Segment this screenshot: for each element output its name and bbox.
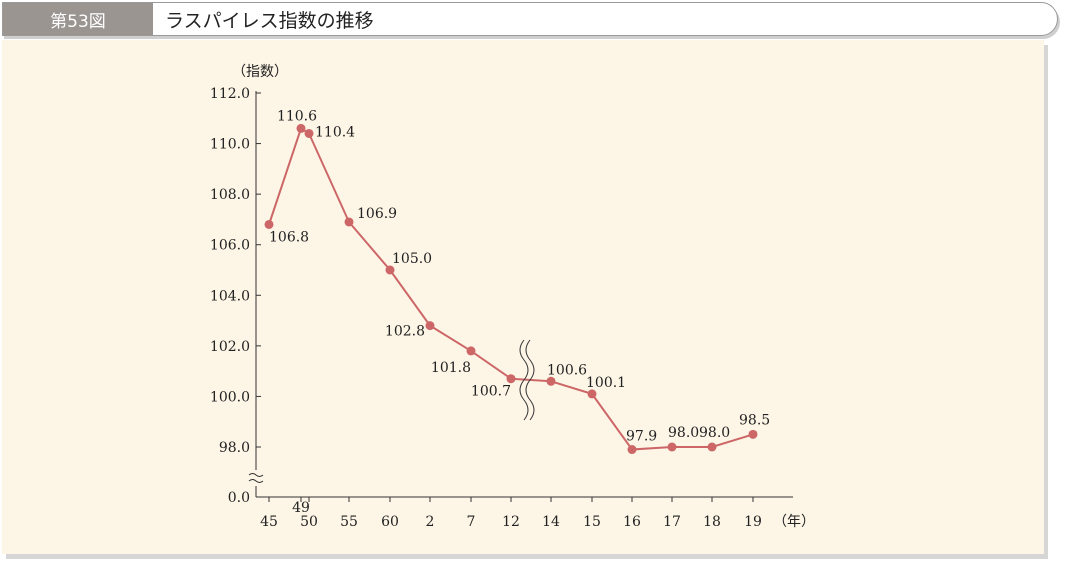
y-tick-label: 108.0 — [210, 187, 250, 203]
data-point — [587, 389, 597, 399]
chart-panel — [2, 40, 1044, 554]
figure-title: ラスパイレス指数の推移 — [165, 9, 374, 32]
y-tick-label: 0.0 — [228, 490, 250, 506]
x-tick-label: 45 — [260, 514, 278, 530]
data-label: 98.0 — [668, 425, 699, 441]
data-label: 98.5 — [739, 412, 770, 428]
data-point — [296, 123, 306, 133]
y-tick-label: 98.0 — [219, 440, 250, 456]
data-point — [425, 321, 435, 331]
data-label: 100.6 — [547, 362, 587, 378]
x-tick-label: 18 — [703, 514, 721, 530]
series-break-connector — [510, 377, 552, 383]
x-tick-label: 14 — [542, 514, 560, 530]
x-tick-label: 2 — [426, 514, 435, 530]
y-tick-label: 100.0 — [210, 389, 250, 405]
x-break-mark-right — [525, 339, 535, 421]
data-label: 110.6 — [277, 108, 317, 124]
x-tick-label: 55 — [340, 514, 358, 530]
y-axis-break-mark — [248, 473, 264, 483]
y-axis-title: （指数） — [232, 64, 288, 80]
x-tick-label-extra: 49 — [292, 500, 310, 516]
data-label: 97.9 — [626, 429, 657, 445]
data-point — [264, 219, 274, 229]
data-point — [707, 442, 717, 452]
x-tick-label: 60 — [381, 514, 399, 530]
data-label: 106.8 — [269, 229, 309, 245]
y-tick-label: 110.0 — [210, 137, 250, 153]
y-tick-label: 102.0 — [210, 339, 250, 355]
x-axis-unit: （年） — [773, 514, 815, 530]
data-label: 110.4 — [315, 124, 355, 140]
data-label: 100.1 — [586, 375, 626, 391]
data-point — [385, 265, 395, 275]
data-label: 101.8 — [431, 360, 471, 376]
data-point — [546, 376, 556, 386]
data-label: 105.0 — [392, 251, 432, 267]
data-point — [748, 429, 758, 439]
x-tick-label: 12 — [502, 514, 520, 530]
x-tick-label: 50 — [300, 514, 318, 530]
y-tick-label: 104.0 — [210, 288, 250, 304]
x-break-mark-left — [519, 339, 529, 421]
data-point — [466, 346, 476, 356]
data-point — [344, 217, 354, 227]
series-line-segment-2 — [550, 380, 754, 451]
x-tick-label: 15 — [583, 514, 601, 530]
data-label: 102.8 — [385, 324, 425, 340]
data-point — [304, 128, 314, 138]
data-point — [627, 445, 637, 455]
data-label: 100.7 — [471, 384, 511, 400]
data-label: 106.9 — [357, 206, 397, 222]
x-tick-label: 17 — [663, 514, 681, 530]
x-tick-label: 16 — [623, 514, 641, 530]
y-tick-label: 112.0 — [210, 86, 250, 102]
figure-number: 第53図 — [3, 3, 153, 35]
figure-header: 第53図 ラスパイレス指数の推移 — [2, 2, 1058, 36]
data-point — [667, 442, 677, 452]
series-line-segment-1 — [268, 126, 512, 380]
data-label: 98.0 — [699, 425, 730, 441]
y-tick-label: 106.0 — [210, 238, 250, 254]
x-tick-label: 19 — [744, 514, 762, 530]
x-tick-label: 7 — [467, 514, 476, 530]
data-point — [506, 374, 516, 384]
